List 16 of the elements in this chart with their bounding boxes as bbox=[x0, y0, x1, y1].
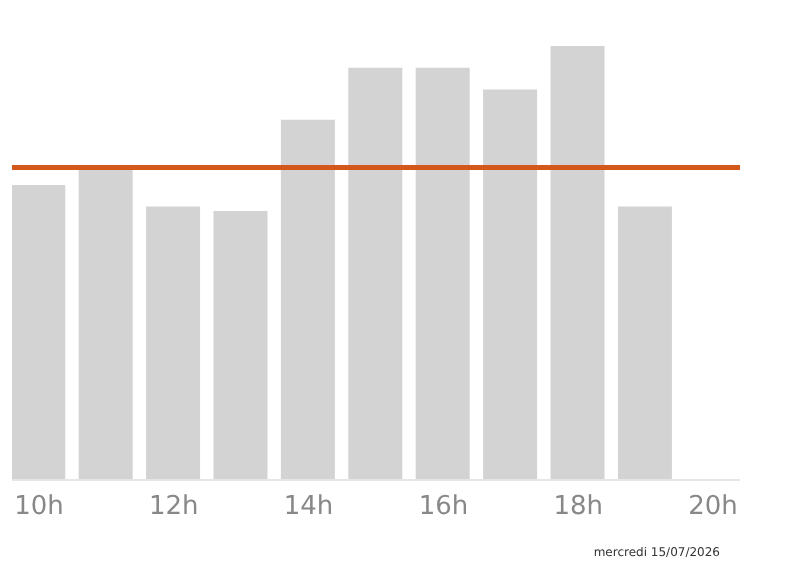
x-tick-label: 16h bbox=[418, 492, 469, 523]
bar bbox=[12, 184, 66, 480]
x-tick-label: 20h bbox=[688, 492, 738, 523]
bar bbox=[213, 210, 268, 480]
x-tick-label: 12h bbox=[149, 492, 199, 523]
bar bbox=[280, 119, 335, 480]
x-tick-label: 18h bbox=[553, 492, 603, 523]
bar bbox=[78, 167, 133, 480]
bar bbox=[550, 46, 605, 480]
x-tick-label: 14h bbox=[283, 492, 334, 523]
bar bbox=[415, 67, 470, 480]
bar bbox=[617, 206, 672, 480]
bar bbox=[483, 89, 538, 480]
bar bbox=[348, 67, 403, 480]
x-tick-label: 10h bbox=[14, 492, 64, 523]
bar bbox=[146, 206, 201, 480]
